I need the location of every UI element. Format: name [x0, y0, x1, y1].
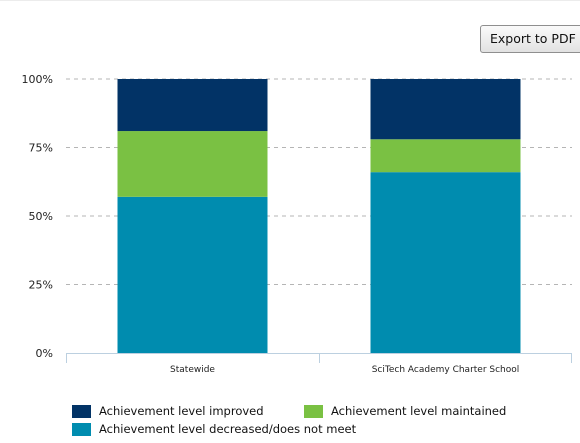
bar-segment[interactable] [117, 79, 268, 132]
legend-label-decreased: Achievement level decreased/does not mee… [99, 422, 357, 436]
export-to-pdf-button[interactable]: Export to PDF [480, 25, 580, 53]
y-tick-label: 0% [36, 347, 53, 360]
top-divider [0, 0, 580, 1]
axes: 0% 25% 50% 75% 100% Statewide SciTech Academy … [22, 73, 572, 375]
legend-item-decreased[interactable]: Achievement level decreased/does not mee… [72, 422, 356, 436]
bar-segment[interactable] [370, 172, 521, 353]
x-tick-label: SciTech Academy Charter School [372, 365, 520, 375]
legend-swatch-maintained [304, 404, 323, 418]
legend-swatch-decreased [72, 422, 91, 436]
bar-segment[interactable] [117, 196, 268, 353]
bar-segment[interactable] [370, 79, 521, 140]
y-tick-label: 75% [29, 142, 53, 155]
legend-item-maintained[interactable]: Achievement level maintained [304, 404, 506, 418]
bars [117, 79, 521, 353]
x-tick-label: Statewide [170, 365, 215, 375]
legend-item-improved[interactable]: Achievement level improved [72, 404, 264, 418]
y-tick-label: 25% [29, 279, 53, 292]
legend-label-maintained: Achievement level maintained [331, 404, 507, 418]
stacked-bar-chart: 0% 25% 50% 75% 100% Statewide SciTech Academy … [22, 73, 572, 375]
y-tick-label: 100% [22, 73, 53, 86]
bar-segment[interactable] [117, 131, 268, 197]
y-tick-label: 50% [29, 210, 53, 223]
legend-label-improved: Achievement level improved [99, 404, 264, 418]
bar-segment[interactable] [370, 139, 521, 173]
legend-swatch-improved [72, 404, 91, 418]
